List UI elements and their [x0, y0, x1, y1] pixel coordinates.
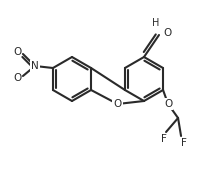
Text: O: O: [113, 99, 122, 109]
Text: O: O: [163, 28, 171, 38]
Text: O: O: [14, 73, 22, 83]
Text: H: H: [152, 18, 160, 28]
Text: F: F: [161, 134, 167, 144]
Text: F: F: [181, 138, 187, 148]
Text: N: N: [31, 61, 39, 71]
Text: O: O: [164, 99, 172, 109]
Text: O: O: [14, 47, 22, 57]
